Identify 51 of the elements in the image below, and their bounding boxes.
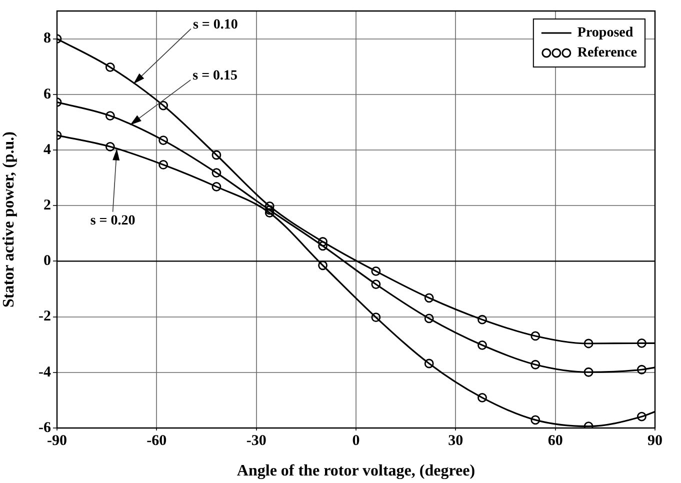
point <box>478 340 487 350</box>
point <box>584 338 594 348</box>
point <box>264 201 274 211</box>
point <box>424 293 434 303</box>
x-tick-label: 30 <box>448 432 464 449</box>
point <box>530 415 540 425</box>
y-tick-label: 0 <box>44 253 51 270</box>
point <box>105 62 115 72</box>
y-axis-title: Stator active power, (p.u.) <box>0 132 18 308</box>
point <box>584 367 594 377</box>
y-tick-label: 4 <box>44 142 52 158</box>
y-tick-label: -2 <box>38 308 51 325</box>
y-tick-label: 2 <box>44 197 51 214</box>
point <box>478 314 487 324</box>
point <box>637 412 646 422</box>
x-tick-label: 90 <box>648 432 662 449</box>
point <box>318 260 328 270</box>
point <box>212 168 222 178</box>
y-tick-label: 8 <box>44 30 51 47</box>
point <box>637 338 646 348</box>
legend-label: Reference <box>577 46 638 61</box>
x-axis-title: Angle of the rotor voltage, (degree) <box>236 462 476 480</box>
point <box>530 331 540 341</box>
x-tick-label: -60 <box>146 432 167 449</box>
point <box>212 150 222 160</box>
point <box>212 182 222 192</box>
point <box>637 364 646 374</box>
legend-label: Proposed <box>577 26 634 41</box>
x-tick-label: 60 <box>548 432 563 449</box>
annotation: s = 0.15 <box>192 68 238 84</box>
point <box>424 314 434 324</box>
point <box>158 100 168 110</box>
point <box>371 312 381 322</box>
point <box>264 208 274 218</box>
point <box>530 360 540 370</box>
annotation: s = 0.10 <box>192 17 238 32</box>
point <box>158 160 168 170</box>
point <box>371 266 381 276</box>
y-tick-label: 6 <box>44 86 52 102</box>
y-tick-label: -4 <box>38 364 52 380</box>
point <box>158 136 168 145</box>
point <box>105 111 115 121</box>
annotation: s = 0.20 <box>90 213 136 228</box>
point <box>105 142 115 152</box>
point <box>318 241 328 251</box>
x-tick-label: 0 <box>352 432 360 449</box>
point <box>424 358 434 368</box>
point <box>318 237 328 246</box>
x-tick-label: -30 <box>246 432 266 449</box>
point <box>478 393 487 402</box>
point <box>371 280 381 289</box>
